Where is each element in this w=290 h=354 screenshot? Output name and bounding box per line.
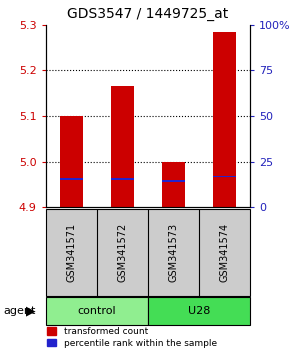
Bar xyxy=(213,176,236,177)
FancyBboxPatch shape xyxy=(46,209,250,296)
Bar xyxy=(213,32,236,207)
Bar xyxy=(60,116,83,207)
Bar xyxy=(162,180,185,182)
Bar xyxy=(111,86,134,207)
Text: GSM341572: GSM341572 xyxy=(117,223,127,282)
Bar xyxy=(111,178,134,180)
Text: GSM341573: GSM341573 xyxy=(168,223,178,282)
Bar xyxy=(162,161,185,207)
Text: U28: U28 xyxy=(188,306,210,316)
FancyBboxPatch shape xyxy=(46,297,148,325)
Title: GDS3547 / 1449725_at: GDS3547 / 1449725_at xyxy=(67,7,229,21)
Text: ▶: ▶ xyxy=(26,304,35,318)
Text: agent: agent xyxy=(3,306,35,316)
FancyBboxPatch shape xyxy=(148,297,250,325)
Bar xyxy=(60,178,83,180)
Text: GSM341571: GSM341571 xyxy=(66,223,76,282)
Legend: transformed count, percentile rank within the sample: transformed count, percentile rank withi… xyxy=(48,327,217,348)
Text: GSM341574: GSM341574 xyxy=(220,223,229,282)
Text: control: control xyxy=(77,306,116,316)
